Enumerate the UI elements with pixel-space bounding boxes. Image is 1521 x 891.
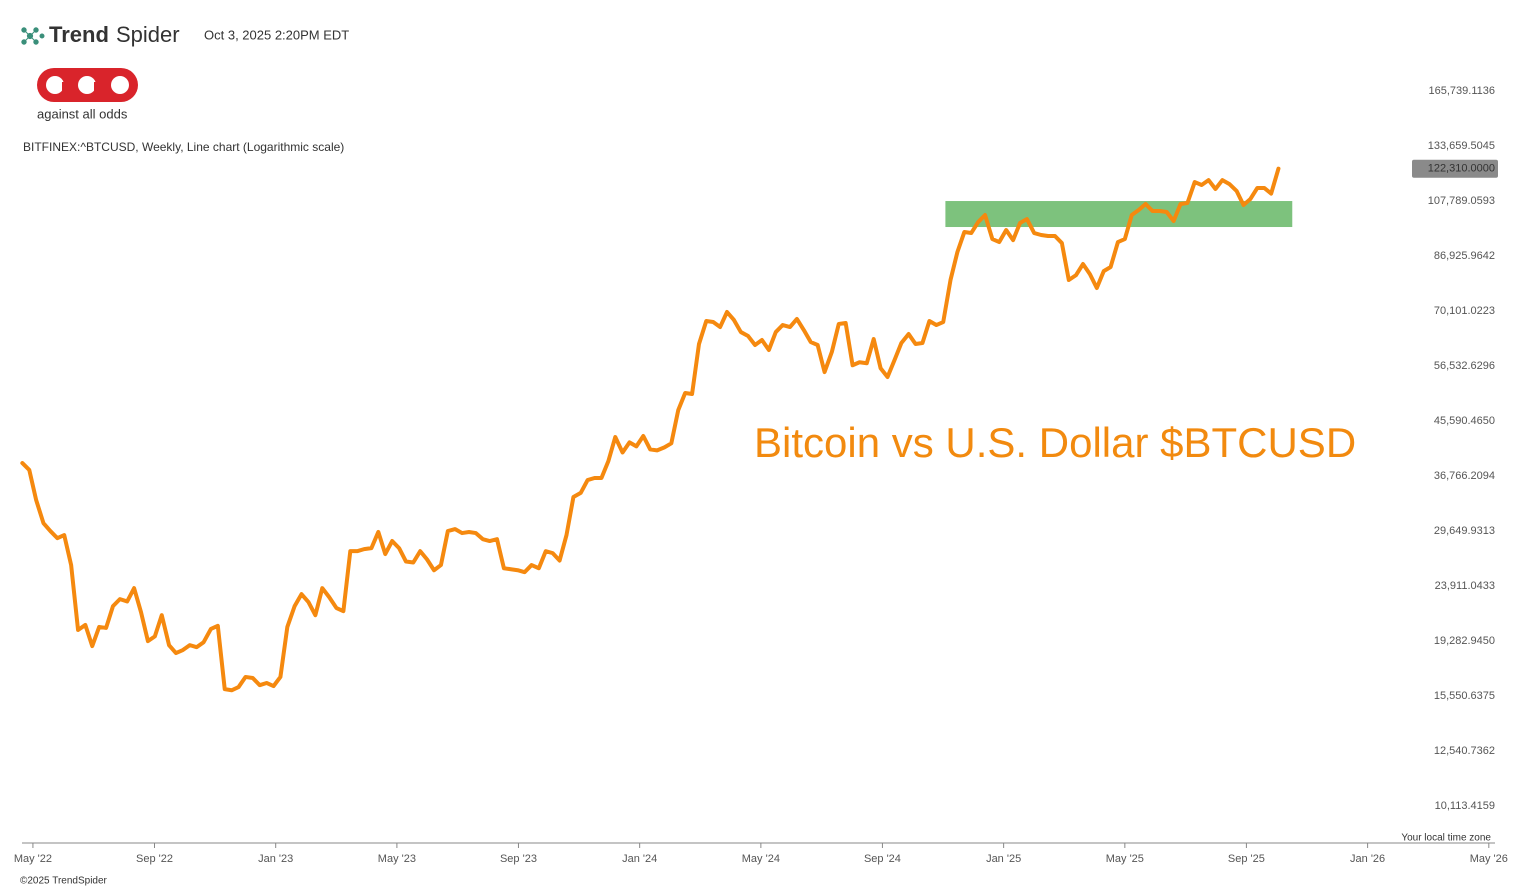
chart-subtitle: BITFINEX:^BTCUSD, Weekly, Line chart (Lo… [23,140,344,154]
annotation: Bitcoin vs U.S. Dollar $BTCUSD [754,419,1356,466]
x-tick-label: Jan '23 [258,853,293,865]
y-tick-label: 12,540.7362 [1434,745,1495,757]
y-tick-label: 23,911.0433 [1435,580,1495,592]
x-tick-label: May '22 [14,853,52,865]
brand-light: Spider [116,22,180,47]
x-tick-label: Sep '23 [500,853,537,865]
x-tick-label: Jan '26 [1350,853,1385,865]
y-tick-label: 107,789.0593 [1428,195,1495,207]
x-tick-label: Sep '25 [1228,853,1265,865]
y-tick-label: 10,113.4159 [1435,800,1495,812]
x-tick-label: Jan '25 [986,853,1021,865]
x-tick-label: May '24 [742,853,780,865]
logo [37,68,138,102]
price-line [20,166,1281,693]
price-label-box [1412,159,1498,178]
logo-text: against all odds [37,106,128,121]
price-label: 122,310.0000 [1428,163,1495,175]
support-zone [945,201,1293,228]
y-tick-label: 56,532.6296 [1434,360,1495,372]
y-tick-label: 165,739.1136 [1429,85,1495,97]
x-tick-label: May '25 [1106,853,1144,865]
x-tick-label: Sep '24 [864,853,901,865]
timezone-note: Your local time zone [1401,833,1491,844]
brand-bold: Trend [49,22,109,47]
y-tick-label: 19,282.9450 [1434,635,1495,647]
x-tick-label: Sep '22 [136,853,173,865]
y-tick-label: 29,649.9313 [1434,525,1495,537]
x-tick-label: May '23 [378,853,416,865]
y-tick-label: 70,101.0223 [1434,305,1495,317]
brand-icon [21,27,45,45]
y-tick-label: 133,659.5045 [1428,140,1495,152]
x-tick-label: May '26 [1470,853,1508,865]
timestamp: Oct 3, 2025 2:20PM EDT [204,27,349,42]
x-tick-label: Jan '24 [622,853,657,865]
y-tick-label: 86,925.9642 [1434,250,1495,262]
copyright: ©2025 TrendSpider [20,876,108,887]
y-tick-label: 36,766.2094 [1434,470,1495,482]
y-tick-label: 45,590.4650 [1434,415,1495,427]
y-tick-label: 15,550.6375 [1434,690,1495,702]
